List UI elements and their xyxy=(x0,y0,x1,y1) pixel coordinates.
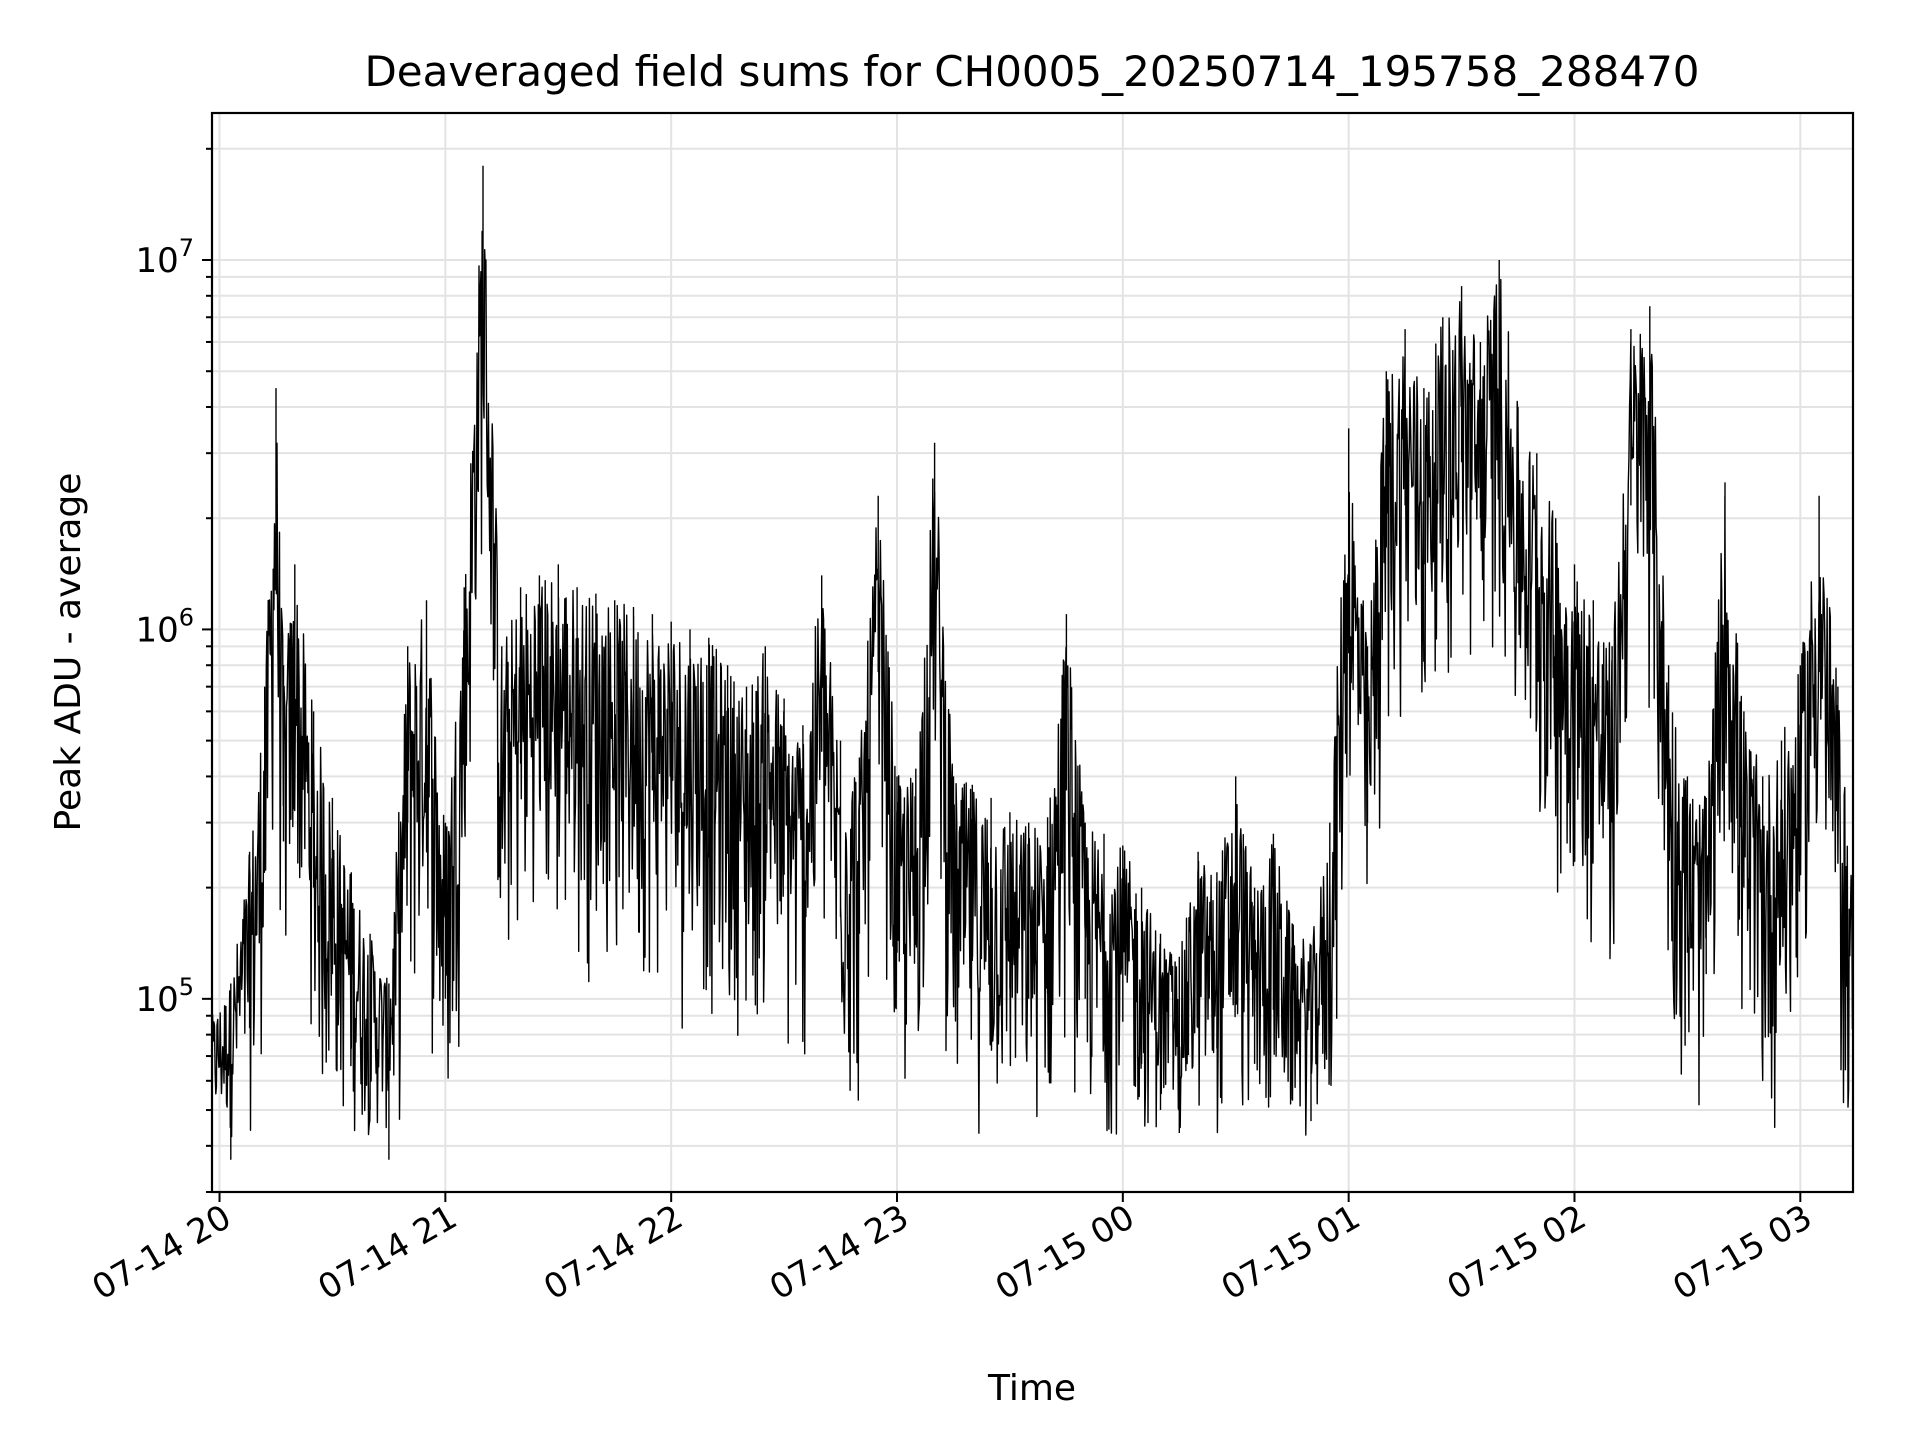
x-axis-label: Time xyxy=(987,1368,1076,1409)
chart-title: Deaveraged field sums for CH0005_2025071… xyxy=(364,47,1699,96)
y-tick-label: 106 xyxy=(135,603,194,650)
plot-frame xyxy=(210,111,1855,1194)
series-line xyxy=(211,165,1854,1192)
series-layer xyxy=(211,165,1854,1192)
y-tick-label: 105 xyxy=(135,973,194,1020)
y-ticks: 105 106 107 xyxy=(135,147,212,1193)
y-tick-label: 107 xyxy=(135,234,194,281)
y-axis-label: Peak ADU - average xyxy=(48,473,89,832)
